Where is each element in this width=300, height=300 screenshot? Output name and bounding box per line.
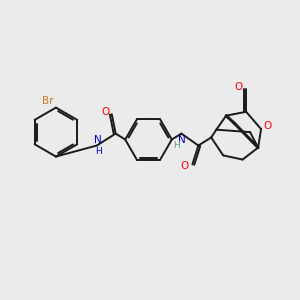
Text: N: N [94,134,102,145]
Text: O: O [181,161,189,171]
Text: O: O [235,82,243,92]
Text: H: H [95,147,101,156]
Text: O: O [101,107,109,117]
Text: N: N [178,134,186,145]
Text: O: O [263,121,272,131]
Text: Br: Br [42,96,53,106]
Text: H: H [173,141,180,150]
